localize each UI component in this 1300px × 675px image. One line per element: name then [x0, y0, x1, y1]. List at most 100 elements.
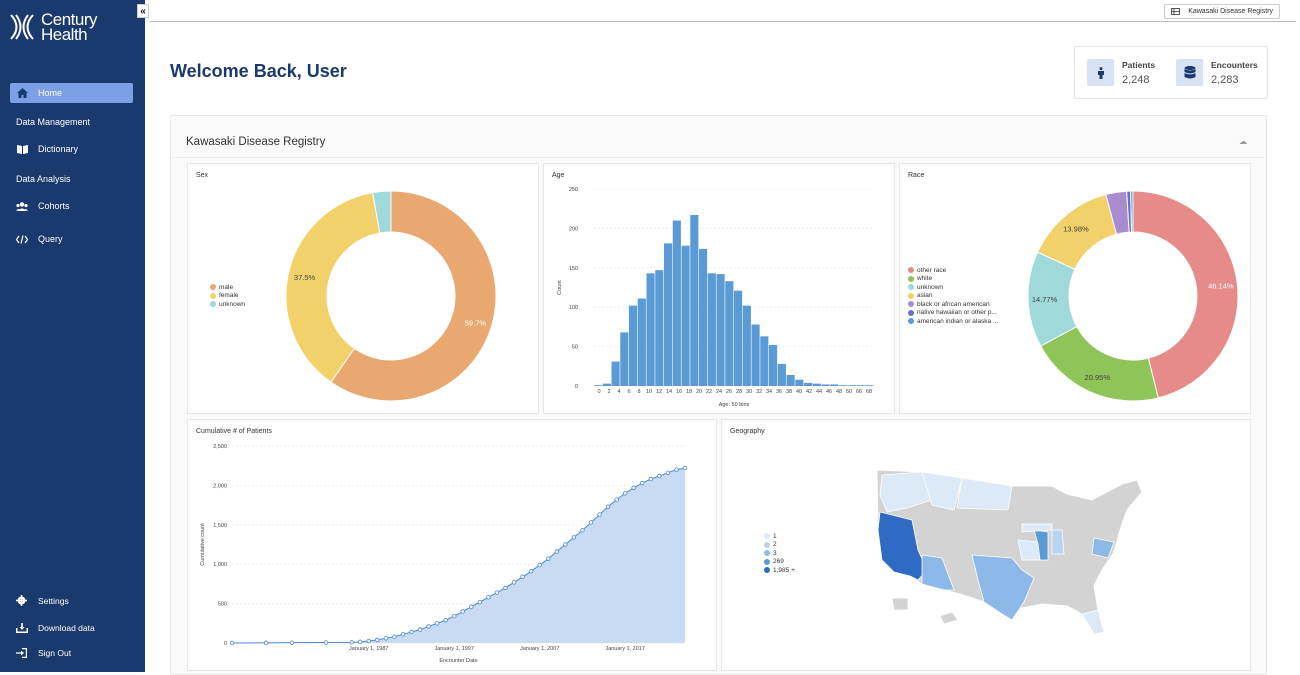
- legend-item[interactable]: black or african american: [908, 300, 998, 309]
- chart-title: Geography: [730, 428, 765, 435]
- data-point: [494, 590, 500, 595]
- x-tick-label: 40: [796, 389, 802, 395]
- y-tick-label: 2,500: [213, 444, 227, 450]
- histogram-bar: [725, 281, 734, 386]
- cloud-upload-icon[interactable]: ☁: [1239, 137, 1247, 146]
- histogram-bar: [856, 385, 865, 386]
- sidebar-item-home[interactable]: Home: [10, 83, 133, 103]
- legend-item[interactable]: female: [210, 292, 245, 301]
- legend-swatch: [764, 533, 770, 540]
- data-point: [469, 604, 474, 609]
- data-point: [622, 491, 628, 496]
- sidebar-item-settings[interactable]: Settings: [10, 595, 69, 606]
- x-tick-label: 38: [786, 389, 792, 395]
- encounters-label: Encounters: [1211, 59, 1258, 70]
- patients-stat: Patients 2,248: [1087, 59, 1155, 86]
- chart-title: Cumulative # of Patients: [196, 428, 272, 435]
- x-tick-label: January 1, 1987: [349, 646, 388, 652]
- collapse-sidebar-button[interactable]: «: [137, 4, 149, 18]
- century-health-logo[interactable]: Century Health: [9, 10, 98, 43]
- legend-item[interactable]: unknown: [210, 300, 245, 309]
- data-point: [426, 624, 431, 629]
- sidebar-item-label: Home: [38, 88, 63, 98]
- histogram-bar: [646, 273, 655, 386]
- histogram-bar: [707, 273, 716, 386]
- legend-item[interactable]: other race: [908, 266, 998, 275]
- histogram-bar: [699, 248, 708, 386]
- legend-item[interactable]: american indian or alaska ...: [908, 317, 998, 326]
- legend-item[interactable]: 2: [764, 541, 795, 550]
- x-tick-label: 10: [646, 389, 652, 395]
- data-point: [554, 549, 559, 554]
- histogram-bar: [812, 383, 821, 386]
- data-point: [588, 520, 594, 525]
- legend-item[interactable]: 269: [764, 558, 795, 567]
- legend-item[interactable]: 1,985 +: [764, 566, 795, 575]
- x-tick-label: 42: [806, 389, 812, 395]
- registry-selector[interactable]: Kawasaki Disease Registry: [1164, 4, 1280, 19]
- sex-chart-card: Sex male female unknown 59.7% 37.5%: [187, 163, 539, 414]
- histogram-bar: [655, 270, 664, 386]
- sex-legend: male female unknown: [210, 283, 245, 309]
- data-point: [648, 476, 654, 482]
- y-tick-label: 1,500: [213, 523, 227, 529]
- legend-label: 269: [773, 558, 784, 566]
- x-tick-label: January 1, 2007: [520, 646, 559, 652]
- legend-swatch: [764, 541, 770, 548]
- pie-data-label: 14.77%: [1032, 295, 1058, 304]
- x-tick-label: 36: [776, 389, 782, 395]
- data-point: [537, 562, 542, 568]
- geography-chart-card: Geography 1 2 3 269 1,985 +: [721, 419, 1251, 671]
- legend-swatch: [210, 292, 216, 299]
- sidebar-item-query[interactable]: Query: [10, 229, 133, 249]
- legend-swatch: [764, 550, 770, 557]
- legend-item[interactable]: male: [210, 283, 245, 292]
- legend-swatch: [908, 275, 914, 282]
- y-axis-label: Count: [557, 280, 563, 295]
- brand-name-line1: Century: [41, 10, 98, 29]
- legend-label: black or african american: [917, 300, 990, 308]
- sidebar-section-data-analysis: Data Analysis: [16, 174, 71, 184]
- legend-item[interactable]: native hawaiian or other p...: [908, 309, 998, 318]
- sidebar-item-download[interactable]: Download data: [10, 623, 95, 633]
- race-legend: other race white unknown asian black or afri…: [908, 266, 998, 326]
- data-point: [400, 632, 406, 637]
- data-point: [323, 640, 329, 645]
- sidebar-item-signout[interactable]: Sign Out: [10, 648, 71, 658]
- sidebar-item-cohorts[interactable]: Cohorts: [10, 196, 133, 216]
- legend-item[interactable]: 3: [764, 549, 795, 558]
- data-point: [392, 634, 397, 639]
- legend-item[interactable]: 1: [764, 532, 795, 541]
- legend-swatch: [908, 318, 914, 325]
- sidebar-item-dictionary[interactable]: Dictionary: [10, 139, 133, 159]
- data-point: [520, 574, 525, 580]
- pie-slice: [372, 190, 392, 234]
- data-point: [358, 639, 363, 645]
- pie-slice: [1130, 190, 1134, 233]
- data-point: [631, 485, 636, 490]
- legend-item[interactable]: unknown: [908, 283, 998, 292]
- code-icon: [16, 233, 28, 245]
- legend-swatch: [764, 558, 770, 565]
- sidebar-item-label: Query: [38, 234, 63, 244]
- legend-item[interactable]: asian: [908, 292, 998, 301]
- legend-item[interactable]: white: [908, 275, 998, 284]
- histogram-bar: [602, 383, 611, 386]
- legend-label: unknown: [219, 300, 246, 308]
- data-point: [614, 497, 619, 502]
- legend-label: american indian or alaska ...: [917, 317, 999, 325]
- histogram-bar: [769, 345, 778, 386]
- legend-label: female: [219, 292, 239, 300]
- histogram-bar: [847, 385, 856, 386]
- x-tick-label: 24: [716, 389, 722, 395]
- histogram-bar: [777, 363, 786, 386]
- encounters-value: 2,283: [1211, 73, 1239, 86]
- legend-label: 2: [773, 541, 777, 549]
- race-chart-card: Race other race white unknown asian black or…: [899, 163, 1251, 414]
- data-point: [605, 504, 611, 509]
- histogram-bar: [751, 324, 760, 386]
- legend-swatch: [908, 267, 914, 274]
- data-point: [477, 599, 483, 605]
- y-tick-label: 1,000: [213, 562, 227, 568]
- data-point: [460, 609, 465, 614]
